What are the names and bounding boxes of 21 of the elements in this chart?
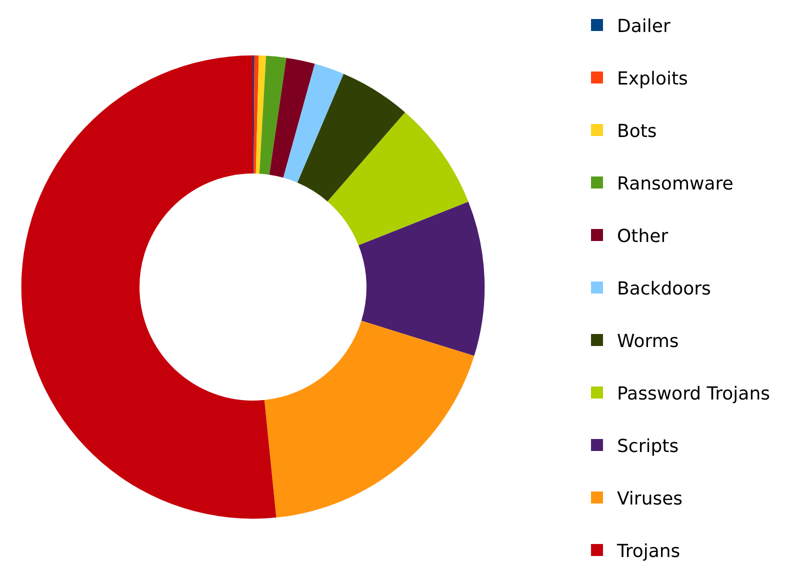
legend-label: Backdoors <box>617 278 711 300</box>
legend-label: Dailer <box>617 16 671 38</box>
legend-label: Viruses <box>617 488 683 510</box>
legend-label: Password Trojans <box>617 384 770 405</box>
legend-label: Bots <box>617 121 657 142</box>
donut-slice <box>328 112 468 246</box>
legend-label: Worms <box>617 331 679 352</box>
donut-slice <box>358 202 484 356</box>
donut-slice <box>269 58 315 178</box>
legend-label: Ransomware <box>617 174 734 195</box>
donut-slice <box>297 74 406 202</box>
donut-slice <box>264 320 474 518</box>
donut-slice <box>259 56 286 175</box>
legend-label: Exploits <box>617 68 688 90</box>
donut-slice <box>254 55 259 174</box>
legend-label: Trojans <box>616 541 680 562</box>
donut-slice <box>256 55 266 174</box>
legend-label: Scripts <box>617 436 679 458</box>
legend-label: Other <box>617 226 669 248</box>
donut-slice <box>21 55 276 519</box>
donut-slice <box>283 64 344 183</box>
